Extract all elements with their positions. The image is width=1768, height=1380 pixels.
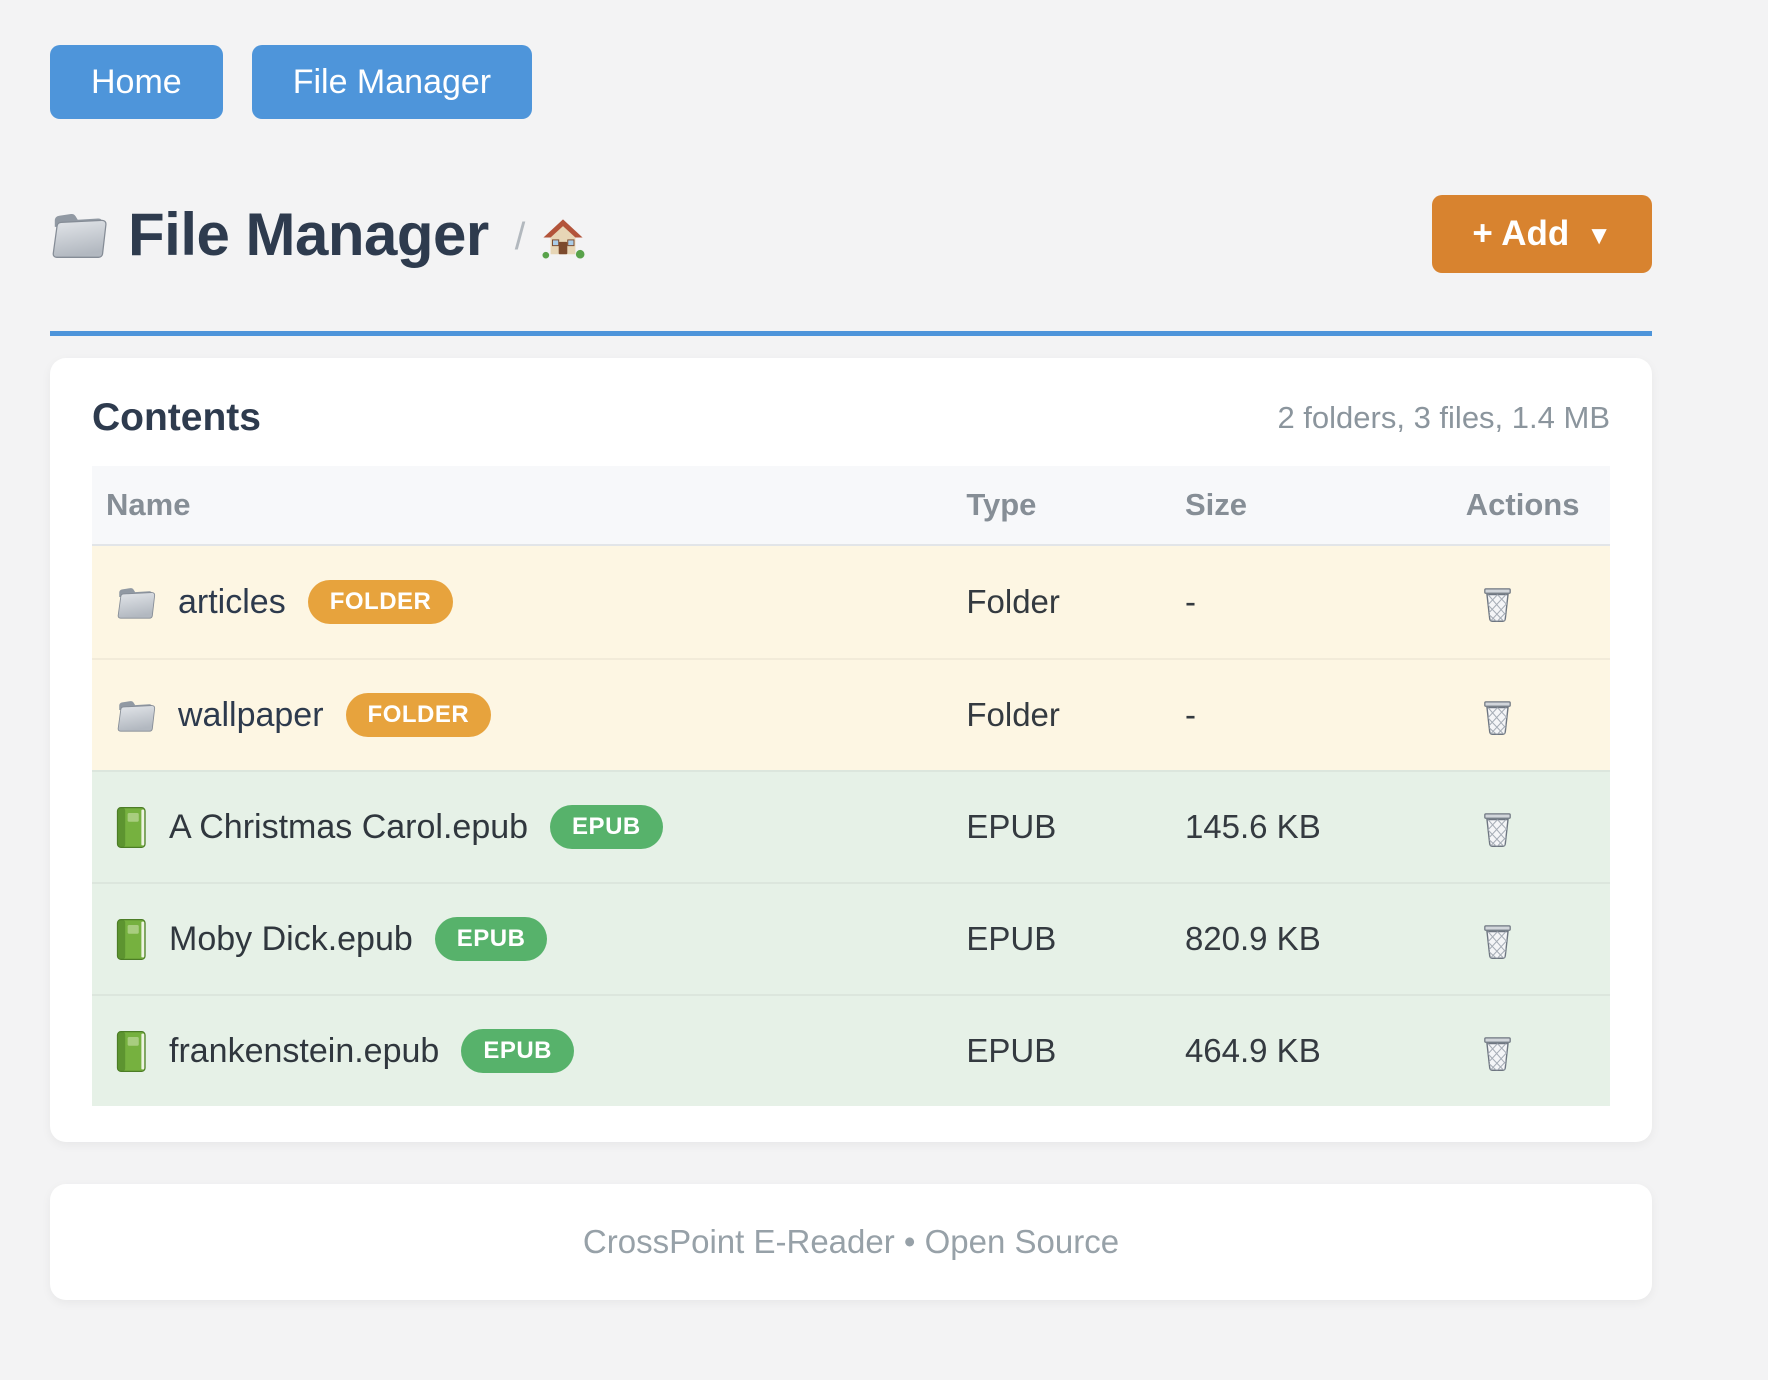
book-icon	[116, 918, 147, 961]
table-row-moby-dick[interactable]: Moby Dick.epub EPUB EPUB 820.9 KB	[92, 882, 1610, 994]
folder-icon	[116, 584, 156, 620]
delete-button[interactable]	[1480, 581, 1515, 623]
trash-icon	[1480, 581, 1515, 623]
footer-text: CrossPoint E-Reader • Open Source	[582, 1223, 1120, 1260]
trash-icon	[1480, 694, 1515, 736]
delete-button[interactable]	[1480, 918, 1515, 960]
delete-button[interactable]	[1480, 694, 1515, 736]
house-icon[interactable]	[541, 217, 585, 259]
table-row-articles[interactable]: articles FOLDER Folder -	[92, 546, 1610, 658]
table-row-christmas-carol[interactable]: A Christmas Carol.epub EPUB EPUB 145.6 K…	[92, 770, 1610, 882]
name-cell: wallpaper FOLDER	[92, 693, 966, 737]
card-title: Contents	[92, 396, 261, 439]
file-table: Name Type Size Actions articles FOLDER F…	[92, 466, 1610, 1106]
column-header-size: Size	[1184, 487, 1247, 522]
type-badge: EPUB	[461, 1029, 574, 1073]
chevron-down-icon: ▼	[1586, 219, 1612, 250]
add-button-label: + Add	[1472, 214, 1570, 253]
file-size: -	[1184, 696, 1196, 733]
actions-cell	[1466, 581, 1610, 623]
type-badge: EPUB	[434, 917, 548, 961]
name-cell: A Christmas Carol.epub EPUB	[92, 805, 966, 849]
card-head: Contents 2 folders, 3 files, 1.4 MB	[92, 394, 1610, 442]
file-size: 820.9 KB	[1184, 920, 1321, 957]
file-name: articles	[178, 582, 286, 621]
file-size: -	[1184, 583, 1196, 620]
table-row-wallpaper[interactable]: wallpaper FOLDER Folder -	[92, 658, 1610, 770]
breadcrumb-separator: /	[514, 215, 526, 258]
type-badge: FOLDER	[307, 580, 454, 624]
contents-card: Contents 2 folders, 3 files, 1.4 MB Name…	[50, 358, 1652, 1142]
file-type: Folder	[966, 696, 1060, 733]
file-size: 145.6 KB	[1184, 808, 1321, 845]
file-type: Folder	[966, 583, 1060, 620]
trash-icon	[1480, 806, 1515, 848]
title-wrap: File Manager /	[50, 200, 585, 269]
trash-icon	[1480, 918, 1515, 960]
header-divider	[50, 331, 1652, 336]
table-row-frankenstein[interactable]: frankenstein.epub EPUB EPUB 464.9 KB	[92, 994, 1610, 1106]
file-name: Moby Dick.epub	[169, 919, 413, 958]
page-title: File Manager	[128, 200, 489, 268]
type-badge: EPUB	[550, 805, 663, 849]
trash-icon	[1480, 1030, 1515, 1072]
file-name: wallpaper	[178, 695, 324, 734]
add-button[interactable]: + Add ▼	[1432, 195, 1652, 273]
type-badge: FOLDER	[345, 693, 492, 737]
name-cell: frankenstein.epub EPUB	[92, 1029, 966, 1073]
page-header: File Manager / + Add ▼	[50, 195, 1652, 273]
file-name: frankenstein.epub	[169, 1031, 440, 1070]
page: Home File Manager File Manager / + Add ▼…	[50, 45, 1652, 1300]
name-cell: articles FOLDER	[92, 580, 966, 624]
name-cell: Moby Dick.epub EPUB	[92, 917, 966, 961]
delete-button[interactable]	[1480, 806, 1515, 848]
column-header-name: Name	[106, 487, 191, 522]
actions-cell	[1466, 694, 1610, 736]
file-type: EPUB	[966, 808, 1057, 845]
file-name: A Christmas Carol.epub	[169, 807, 529, 846]
contents-summary: 2 folders, 3 files, 1.4 MB	[1277, 400, 1610, 435]
delete-button[interactable]	[1480, 1030, 1515, 1072]
folder-icon	[50, 208, 108, 260]
book-icon	[116, 1030, 147, 1073]
file-size: 464.9 KB	[1184, 1032, 1321, 1069]
file-manager-button[interactable]: File Manager	[251, 45, 533, 119]
book-icon	[116, 806, 147, 849]
top-nav: Home File Manager	[50, 45, 1652, 119]
column-header-type: Type	[966, 487, 1037, 522]
table-header-row: Name Type Size Actions	[92, 466, 1610, 546]
column-header-actions: Actions	[1465, 487, 1580, 522]
actions-cell	[1466, 806, 1610, 848]
file-type: EPUB	[966, 920, 1057, 957]
footer: CrossPoint E-Reader • Open Source	[50, 1184, 1652, 1300]
actions-cell	[1466, 1030, 1610, 1072]
file-type: EPUB	[966, 1032, 1057, 1069]
actions-cell	[1466, 918, 1610, 960]
folder-icon	[116, 697, 156, 733]
home-button[interactable]: Home	[50, 45, 223, 119]
